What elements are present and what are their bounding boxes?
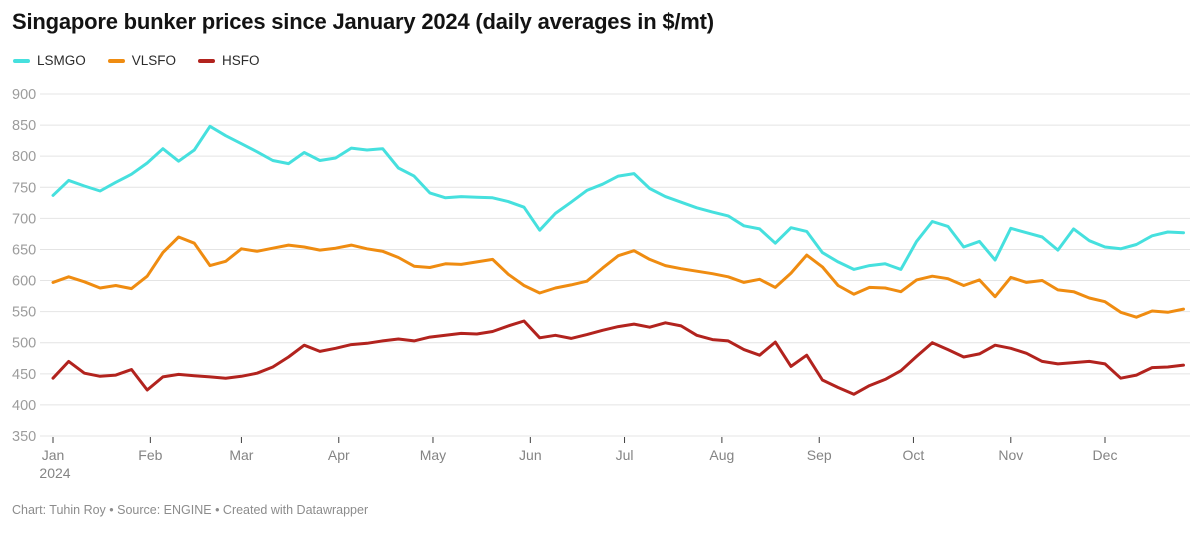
y-axis-label-500: 500: [12, 336, 36, 352]
x-axis-year-label: 2024: [39, 465, 70, 481]
y-axis-label-450: 450: [12, 367, 36, 383]
lsmgo-line-swatch-icon: [13, 58, 30, 63]
series-line-lsmgo: [51, 124, 1185, 271]
legend-label-hsfo: HSFO: [222, 53, 260, 68]
x-axis-label-aug: Aug: [709, 447, 734, 463]
y-axis-label-800: 800: [12, 149, 36, 165]
y-axis-label-350: 350: [12, 429, 36, 445]
y-axis-label-550: 550: [12, 305, 36, 321]
chart-title: Singapore bunker prices since January 20…: [12, 9, 714, 34]
x-axis-label-mar: Mar: [229, 447, 253, 463]
y-axis-label-650: 650: [12, 242, 36, 258]
legend-item-vlsfo: VLSFO: [107, 53, 177, 68]
legend-label-vlsfo: VLSFO: [131, 53, 177, 68]
y-axis-label-750: 750: [12, 180, 36, 196]
x-axis-label-may: May: [420, 447, 446, 463]
series-line-vlsfo: [51, 235, 1185, 319]
y-axis-label-700: 700: [12, 211, 36, 227]
x-axis-label-nov: Nov: [998, 447, 1023, 463]
attribution-byline: Chart: Tuhin Roy • Source: ENGINE • Crea…: [12, 503, 369, 517]
x-axis-label-oct: Oct: [903, 447, 925, 463]
x-axis-label-sep: Sep: [807, 447, 832, 463]
legend: LSMGO VLSFO HSFO: [13, 53, 260, 68]
y-axis-label-850: 850: [12, 118, 36, 134]
legend-label-lsmgo: LSMGO: [37, 53, 86, 68]
y-axis-label-900: 900: [12, 87, 36, 103]
x-axis-label-apr: Apr: [328, 447, 350, 463]
y-axis-label-400: 400: [12, 398, 36, 414]
legend-item-lsmgo: LSMGO: [13, 53, 86, 68]
vlsfo-line-swatch-icon: [107, 58, 125, 63]
y-axis-label-600: 600: [12, 274, 36, 290]
legend-item-hsfo: HSFO: [198, 53, 260, 68]
hsfo-line-swatch-icon: [198, 58, 216, 63]
x-axis-label-jul: Jul: [616, 447, 634, 463]
x-axis-label-feb: Feb: [138, 447, 162, 463]
series-line-hsfo: [51, 319, 1185, 396]
x-axis-label-jun: Jun: [519, 447, 542, 463]
x-axis-label-dec: Dec: [1093, 447, 1118, 463]
x-axis-label-jan: Jan: [42, 447, 65, 463]
